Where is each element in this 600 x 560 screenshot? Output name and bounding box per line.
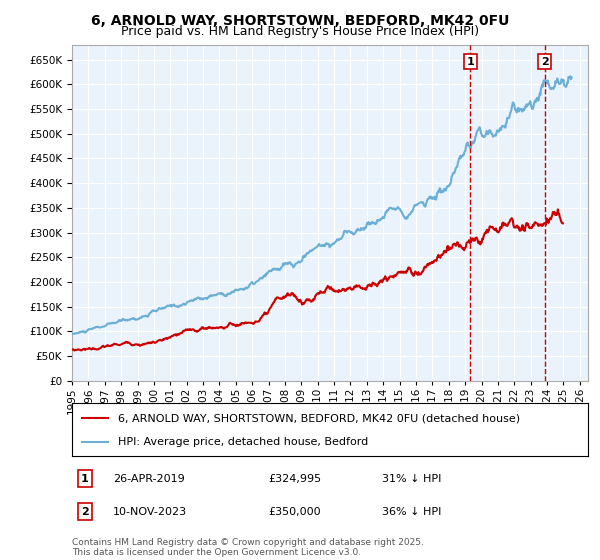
- Text: 1: 1: [467, 57, 474, 67]
- Text: 10-NOV-2023: 10-NOV-2023: [113, 507, 187, 517]
- Text: HPI: Average price, detached house, Bedford: HPI: Average price, detached house, Bedf…: [118, 436, 368, 446]
- Text: 31% ↓ HPI: 31% ↓ HPI: [382, 474, 441, 484]
- Text: 6, ARNOLD WAY, SHORTSTOWN, BEDFORD, MK42 0FU (detached house): 6, ARNOLD WAY, SHORTSTOWN, BEDFORD, MK42…: [118, 413, 521, 423]
- Text: £324,995: £324,995: [268, 474, 321, 484]
- Text: 26-APR-2019: 26-APR-2019: [113, 474, 185, 484]
- Text: Price paid vs. HM Land Registry's House Price Index (HPI): Price paid vs. HM Land Registry's House …: [121, 25, 479, 38]
- Text: 1: 1: [81, 474, 89, 484]
- Text: 2: 2: [541, 57, 548, 67]
- Text: 36% ↓ HPI: 36% ↓ HPI: [382, 507, 441, 517]
- Text: £350,000: £350,000: [268, 507, 321, 517]
- Text: Contains HM Land Registry data © Crown copyright and database right 2025.
This d: Contains HM Land Registry data © Crown c…: [72, 538, 424, 557]
- Text: 2: 2: [81, 507, 89, 517]
- Text: 6, ARNOLD WAY, SHORTSTOWN, BEDFORD, MK42 0FU: 6, ARNOLD WAY, SHORTSTOWN, BEDFORD, MK42…: [91, 14, 509, 28]
